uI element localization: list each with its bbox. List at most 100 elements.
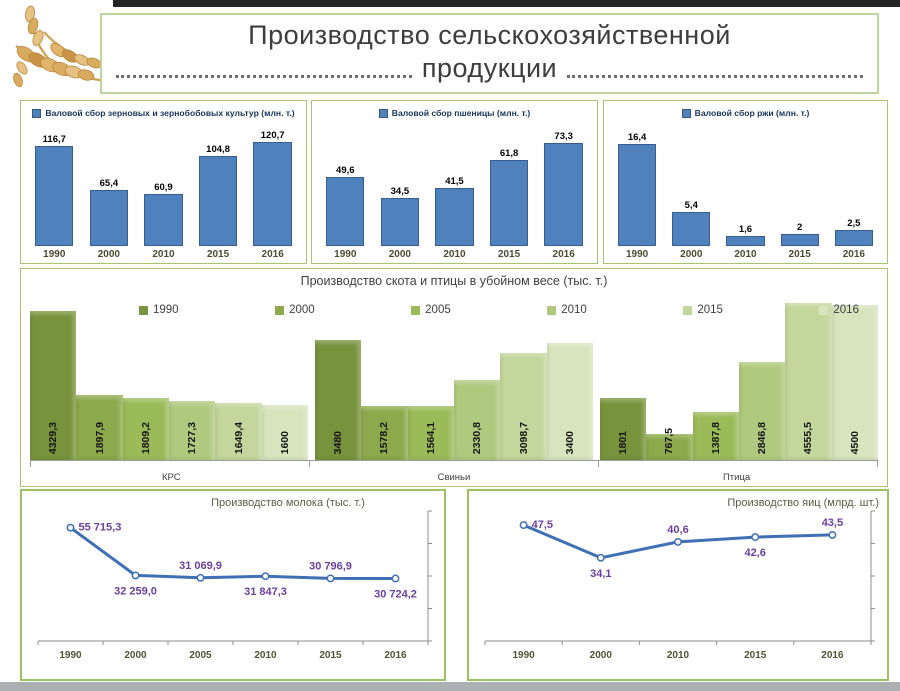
x-tick-label: 2016 — [842, 249, 865, 260]
legend-label: 2010 — [561, 304, 587, 316]
wheat-image — [13, 5, 111, 88]
bar-value-label: 2846,8 — [756, 421, 769, 454]
data-point — [674, 537, 682, 546]
data-label: 32 259,0 — [114, 585, 157, 597]
rye-chart-plot: 16,4 1990 5,4 2000 1,6 2010 2 2015 2,5 2016 — [604, 121, 887, 263]
bar-value-label: 41,5 — [445, 175, 464, 187]
legend-swatch-icon — [683, 305, 693, 315]
meat-chart-plot: 4329,3 1897,9 1809,2 1727,3 1649,4 1600 3480 15… — [30, 288, 878, 460]
x-tick-label: 2000 — [97, 249, 120, 260]
bar-value-label: 65,4 — [99, 177, 119, 189]
bar: 3480 — [314, 340, 362, 460]
x-tick-label: 1990 — [334, 249, 357, 260]
meat-chart-legend: 1990 2000 2005 2010 2015 2016 — [139, 304, 859, 316]
legend-label: 2000 — [289, 304, 315, 316]
bar: 2330,8 — [454, 379, 501, 460]
bar — [326, 176, 365, 246]
bottom-border-strip — [0, 682, 900, 691]
legend-swatch-icon — [681, 108, 691, 118]
x-tick-label: 2016 — [261, 249, 284, 260]
x-tick-label: 2005 — [189, 650, 212, 661]
bar — [380, 197, 420, 246]
legend-swatch-icon — [32, 108, 42, 118]
data-label: 34,1 — [590, 568, 611, 580]
bar-value-label: 2 — [797, 221, 803, 233]
bar: 1600 — [261, 405, 309, 460]
bar-value-label: 73,3 — [554, 131, 573, 143]
bar — [780, 233, 819, 246]
bar: 4329,3 — [30, 311, 77, 460]
bar-value-label: 1600 — [278, 430, 291, 454]
bar: 2846,8 — [738, 362, 786, 460]
bar-value-label: 104,8 — [206, 143, 230, 155]
bar-value-label: 2330,8 — [471, 421, 484, 454]
wheat-chart-legend: Валовой сбор пшеницы (млн. т.) — [312, 105, 597, 121]
x-tick-label: 2015 — [744, 650, 767, 661]
legend-label: 2015 — [697, 304, 723, 316]
legend-label: 2016 — [833, 304, 859, 316]
page-title-word: продукции — [421, 53, 558, 83]
bar — [672, 212, 711, 246]
legend-item: 2016 — [819, 304, 859, 316]
bar-value-label: 1564,1 — [424, 421, 437, 454]
x-tick-label: 2000 — [590, 650, 613, 661]
bar — [435, 187, 474, 246]
bar-value-label: 3098,7 — [517, 421, 530, 454]
legend-item: 2010 — [547, 304, 587, 316]
data-point — [66, 523, 75, 532]
bar-column: 116,7 1990 — [28, 121, 80, 263]
bar-column: 120,7 2016 — [247, 121, 299, 263]
bar-value-label: 1727,3 — [186, 421, 199, 454]
data-point — [828, 530, 837, 539]
bar-value-label: 3480 — [332, 430, 345, 454]
x-tick-label: 2016 — [384, 650, 407, 661]
bar-group: 3480 1578,2 1564,1 2330,8 3098,7 3400 — [314, 288, 594, 460]
bar: 1387,8 — [692, 412, 739, 460]
bar-value-label: 120,7 — [260, 130, 285, 141]
bar — [144, 193, 183, 246]
bar-value-label: 49,6 — [336, 164, 355, 176]
data-label: 47,5 — [532, 519, 553, 531]
bar-column: 2,5 2016 — [828, 121, 879, 263]
legend-label: Валовой сбор пшеницы (млн. т.) — [391, 108, 531, 118]
legend-item: 2005 — [411, 304, 451, 316]
bar-value-label: 16,4 — [627, 132, 647, 143]
category-label: КРС — [162, 472, 181, 483]
data-point — [519, 521, 528, 530]
data-point — [751, 533, 760, 542]
bar: 1578,2 — [361, 405, 408, 460]
category-label: Птица — [722, 472, 751, 483]
bar: 4500 — [831, 305, 878, 460]
meat-chart-title: Производство скота и птицы в убойном вес… — [300, 274, 608, 288]
data-label: 31 069,9 — [179, 560, 222, 572]
legend-label: Валовой сбор зерновых и зернобобовых кул… — [45, 108, 295, 118]
data-point — [326, 574, 335, 583]
bar — [198, 155, 238, 246]
bar: 3098,7 — [500, 353, 547, 460]
bar-column: 2 2015 — [774, 121, 825, 263]
legend-swatch-icon — [819, 305, 829, 315]
bar-value-label: 61,8 — [499, 147, 519, 159]
bar — [35, 145, 74, 246]
chart-box-wheat: Валовой сбор пшеницы (млн. т.) 49,6 1990 3… — [311, 100, 598, 264]
bar — [544, 143, 583, 246]
dotted-leader-left — [116, 59, 412, 78]
grain-chart-plot: 116,7 1990 65,4 2000 60,9 2010 104,8 2015 120,7 2… — [21, 121, 306, 263]
eggs-chart-plot: 47,5 34,1 40,6 42,6 43,5 1990 2000 2010 2015 2016 — [484, 510, 875, 661]
milk-chart-title: Производство молока (тыс. т.) — [211, 497, 365, 509]
bar-value-label: 3400 — [563, 430, 576, 454]
bar-value-label: 1387,8 — [709, 421, 722, 454]
bar: 1649,4 — [215, 403, 262, 460]
x-tick-label: 2015 — [497, 249, 521, 260]
data-label: 55 715,3 — [79, 522, 122, 534]
x-tick-label: 1990 — [59, 650, 82, 661]
bar-column: 104,8 2015 — [192, 121, 244, 263]
bar-group: 1801 767,5 1387,8 2846,8 4555,5 4500 — [599, 288, 878, 460]
x-tick-label: 2010 — [443, 249, 466, 260]
x-tick-label: 1990 — [43, 249, 66, 260]
axis-tick — [597, 460, 599, 467]
bar — [834, 230, 873, 246]
x-tick-label: 2016 — [552, 249, 575, 260]
bar-value-label: 767,5 — [663, 427, 676, 454]
legend-label: 1990 — [153, 304, 179, 316]
